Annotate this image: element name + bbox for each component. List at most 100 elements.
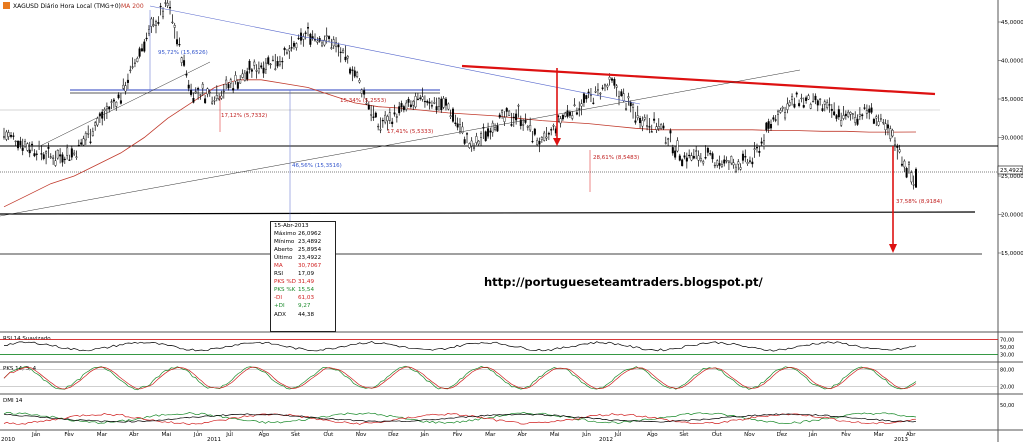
candle-body xyxy=(236,82,239,89)
tooltip-row: RSI 17,09 xyxy=(271,270,335,278)
candle-body xyxy=(68,159,71,161)
candle-body xyxy=(550,129,553,131)
candle-body xyxy=(741,153,744,161)
month-label: Mar xyxy=(874,432,885,438)
candle-body xyxy=(89,141,92,143)
tooltip-row-label: RSI xyxy=(274,271,284,278)
candle-body xyxy=(162,10,165,18)
month-label: Jan xyxy=(31,432,41,438)
candle-body xyxy=(157,22,160,24)
candle-body xyxy=(103,109,106,112)
tooltip-row-label: PKS %D xyxy=(274,279,296,286)
candle-body xyxy=(201,83,204,89)
candle-body xyxy=(886,124,889,129)
month-label: Dez xyxy=(777,432,788,438)
candle-body xyxy=(807,95,810,100)
candle-body xyxy=(56,150,59,159)
candle-body xyxy=(907,161,910,165)
candle-body xyxy=(629,101,632,107)
month-label: Jul xyxy=(225,432,233,438)
candle-body xyxy=(463,139,466,144)
candle-body xyxy=(194,91,197,94)
candle-body xyxy=(753,148,756,150)
candle-body xyxy=(213,100,216,102)
candle-body xyxy=(180,57,183,63)
candle-body xyxy=(636,115,639,119)
candle-body xyxy=(643,117,646,120)
candle-body xyxy=(384,114,387,123)
candle-body xyxy=(73,152,76,155)
fib-annotation-label: 37,58% (8,9184) xyxy=(896,199,942,205)
pks-k-line xyxy=(3,365,917,391)
month-label: Fev xyxy=(841,432,851,438)
candle-body xyxy=(484,131,487,141)
candle-body xyxy=(243,72,246,81)
candle-body xyxy=(536,140,539,145)
candle-body xyxy=(755,147,758,149)
candle-body xyxy=(814,95,817,101)
candle-body xyxy=(615,85,618,88)
candle-body xyxy=(821,108,824,111)
candle-body xyxy=(622,93,625,101)
candle-body xyxy=(737,161,740,165)
candle-body xyxy=(407,98,410,103)
candle-body xyxy=(477,140,480,145)
candle-body xyxy=(596,89,599,91)
candle-body xyxy=(253,61,256,66)
candle-body xyxy=(657,126,660,129)
candle-body xyxy=(849,112,852,115)
candle-body xyxy=(905,168,908,178)
pks-level-label: 20,00 xyxy=(1000,384,1014,390)
candle-body xyxy=(772,117,775,120)
candle-body xyxy=(416,98,419,100)
fib-annotation-label: 15,34% (5,2553) xyxy=(340,98,386,104)
candle-body xyxy=(564,112,567,117)
candle-body xyxy=(498,114,501,118)
candle-body xyxy=(414,96,417,108)
candle-body xyxy=(650,131,653,133)
candle-body xyxy=(166,2,169,6)
candle-body xyxy=(449,115,452,117)
candle-body xyxy=(204,98,207,104)
month-label: Ago xyxy=(647,432,658,438)
candle-body xyxy=(725,160,728,162)
tooltip-row-value: 61,03 xyxy=(298,295,315,302)
year-label: 2013 xyxy=(894,437,908,442)
candle-body xyxy=(606,85,609,88)
candle-body xyxy=(3,136,6,138)
candle-body xyxy=(40,153,43,155)
tooltip-row: PKS %K 15,54 xyxy=(271,286,335,294)
blog-url[interactable]: http://portugueseteamtraders.blogspot.pt… xyxy=(484,275,763,289)
candle-body xyxy=(54,160,57,166)
candle-body xyxy=(365,103,368,105)
candle-body xyxy=(232,88,235,91)
candle-body xyxy=(865,110,868,114)
candle-body xyxy=(568,111,571,116)
candle-body xyxy=(70,148,73,158)
candle-body xyxy=(241,73,244,78)
candle-body xyxy=(692,155,695,159)
candle-body xyxy=(215,95,218,99)
candle-body xyxy=(379,129,382,131)
fib-annotation-label: 28,61% (8,5483) xyxy=(593,155,639,161)
candle-body xyxy=(402,106,405,111)
candle-body xyxy=(720,164,723,167)
candle-body xyxy=(830,108,833,111)
candle-body xyxy=(802,105,805,108)
candle-body xyxy=(879,118,882,120)
candle-body xyxy=(285,52,288,54)
dmi-pane: DMI 14 50,00 xyxy=(3,398,1014,425)
tooltip-row-value: 30,7067 xyxy=(298,263,322,270)
candle-body xyxy=(669,130,672,134)
candle-body xyxy=(854,117,857,123)
candle-body xyxy=(748,160,751,162)
tooltip-row: Máximo 26,0962 xyxy=(271,230,335,238)
resistance-trendline-red xyxy=(461,64,936,96)
candle-body xyxy=(299,32,302,41)
month-label: Out xyxy=(323,432,334,438)
candle-body xyxy=(533,128,536,135)
candle-body xyxy=(578,108,581,110)
candle-body xyxy=(882,121,885,124)
candle-body xyxy=(837,109,840,118)
